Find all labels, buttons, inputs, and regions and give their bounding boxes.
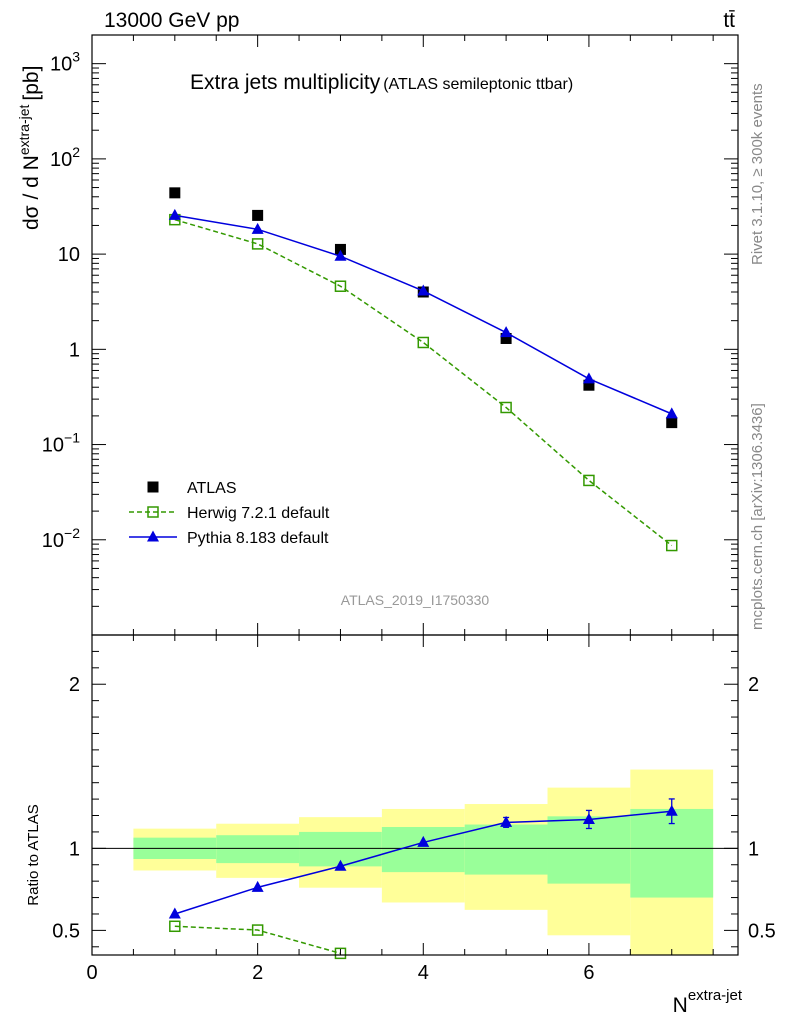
pythia-ratio-point-6 [582, 812, 595, 824]
herwig-main-point-3 [334, 280, 347, 292]
inner-band-bin-4 [381, 827, 465, 873]
legend-marker-data [147, 481, 159, 493]
ratio-frame [91, 634, 739, 956]
pythia-main-point-3 [334, 249, 347, 261]
main-y-tick-exponent: 3 [72, 49, 80, 65]
analysis-id: ATLAS_2019_I1750330 [341, 592, 490, 608]
pythia-main-point-1 [168, 208, 181, 220]
main-y-tick-base: 10 [58, 244, 80, 266]
herwig-main-point-7 [665, 539, 678, 552]
pythia-main-point-2 [251, 222, 264, 234]
main-y-tick-label: 103 [50, 49, 80, 76]
main-title-text: Extra jets multiplicity [190, 71, 381, 94]
herwig-main-point-5 [500, 401, 512, 414]
xlabel: Nextra-jet [673, 987, 743, 1017]
main-y-tick-label: 102 [50, 144, 80, 171]
x-tick-label: 6 [583, 962, 594, 984]
ratio-y-tick-label-right: 2 [748, 674, 759, 696]
mcplots-label: mcplots.cern.ch [arXiv:1306.3436] [749, 403, 766, 630]
legend-label-data: ATLAS [187, 480, 237, 497]
main-y-tick-exponent: 2 [72, 144, 80, 160]
herwig-ratio-point-3 [334, 947, 347, 960]
data-main-point-1 [169, 187, 181, 199]
main-ylabel-unit: [pb] [20, 66, 43, 101]
process-label: tt̄ [723, 9, 735, 32]
pythia-ratio-point-5 [500, 815, 513, 827]
main-ylabel-text: dσ / d N [20, 155, 43, 230]
beam-label: 13000 GeV pp [104, 9, 239, 32]
herwig-ratio-point-1 [169, 920, 181, 933]
data-main-point-2 [252, 209, 264, 221]
main-y-tick-base: 10 [42, 435, 64, 457]
pythia-ratio-point-2 [251, 880, 264, 892]
herwig-main-point-4 [417, 336, 430, 349]
herwig-ratio-point-2 [251, 924, 264, 936]
ratio-y-tick-label: 2 [69, 674, 80, 696]
legend-label-pythia: Pythia 8.183 default [187, 530, 329, 547]
pythia-main-point-7 [665, 407, 678, 419]
rivet-version-label: Rivet 3.1.10, ≥ 300k events [749, 83, 766, 265]
main-subtitle: (ATLAS semileptonic ttbar) [383, 76, 573, 93]
legend-marker-herwig [147, 506, 159, 518]
main-y-tick-exponent: −2 [64, 525, 80, 541]
main-title: Extra jets multiplicity (ATLAS semilepton… [190, 71, 573, 94]
main-y-tick-exponent: −1 [64, 430, 80, 446]
xlabel-text: N [673, 994, 688, 1017]
main-ylabel-sup: extra-jet [16, 104, 32, 155]
ratio-y-tick-label: 1 [69, 838, 80, 860]
ratio-y-tick-label-right: 1 [748, 838, 759, 860]
herwig-ratio-line [174, 925, 341, 955]
pythia-ratio-point-4 [417, 835, 430, 847]
pythia-ratio-point-7 [665, 804, 678, 816]
legend-marker-pythia [147, 530, 159, 542]
ratio-uncertainty-bands [133, 769, 714, 955]
main-y-tick-base: 10 [42, 530, 64, 552]
main-y-tick-label: 10 [58, 244, 80, 266]
xlabel-sup: extra-jet [688, 987, 743, 1004]
ratio-ylabel: Ratio to ATLAS [25, 804, 42, 905]
ratio-y-tick-label-right: 0.5 [748, 920, 776, 942]
pythia-main-line [174, 214, 673, 415]
main-y-tick-base: 10 [50, 149, 72, 171]
legend-label-herwig: Herwig 7.2.1 default [187, 505, 330, 522]
main-y-tick-label: 10−1 [42, 430, 80, 457]
x-tick-label: 4 [418, 962, 429, 984]
herwig-main-point-2 [251, 238, 264, 250]
x-tick-label: 2 [252, 962, 263, 984]
data-main-point-6 [583, 379, 595, 391]
main-series-layer [168, 187, 678, 552]
pythia-main-point-4 [417, 284, 430, 296]
main-y-tick-base: 1 [69, 339, 80, 361]
main-y-tick-label: 10−2 [42, 525, 80, 552]
pythia-ratio-point-3 [334, 859, 347, 871]
pythia-main-point-5 [500, 326, 513, 338]
main-ylabel: dσ / d Nextra-jet [pb] [16, 66, 43, 230]
inner-band-bin-5 [464, 824, 548, 875]
legend: ATLAS Herwig 7.2.1 default Pythia 8.183 de… [129, 480, 330, 547]
main-y-tick-base: 10 [50, 54, 72, 76]
x-tick-label: 0 [86, 962, 97, 984]
ratio-y-tick-label: 0.5 [52, 920, 80, 942]
data-main-point-7 [666, 417, 678, 429]
pythia-ratio-point-1 [168, 907, 181, 919]
inner-band-bin-2 [216, 835, 300, 864]
herwig-main-point-6 [583, 474, 595, 487]
data-main-point-5 [500, 332, 512, 344]
data-main-point-3 [334, 243, 346, 255]
main-y-tick-label: 1 [69, 339, 80, 361]
pythia-main-point-6 [582, 372, 595, 384]
ratio-series-layer [92, 798, 738, 960]
